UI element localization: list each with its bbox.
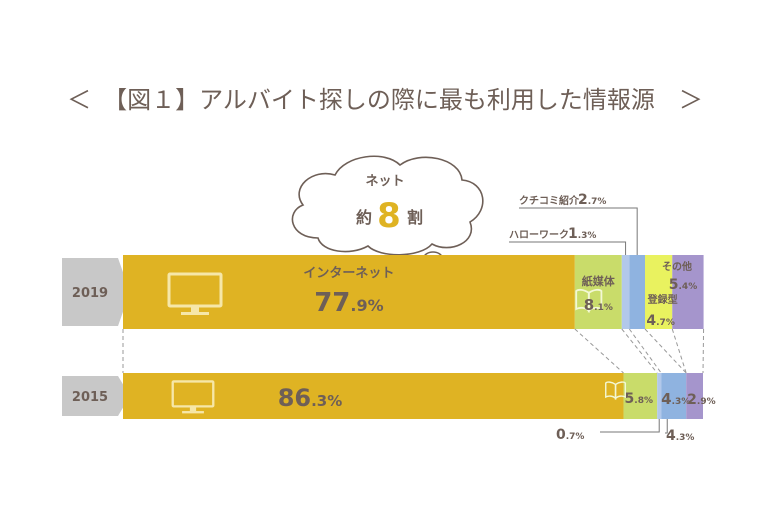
book-icon-2015-right [614, 381, 627, 401]
data-label-2019-other: 5.4% [669, 277, 697, 293]
callout-number: 8 [377, 196, 401, 236]
data-label-2015-kuchikomi: 4.3% [661, 390, 690, 408]
data-label-2019-registration: 4.7% [646, 313, 674, 329]
bar-segment-2019-2 [621, 255, 630, 329]
year-label-2019: 2019 [72, 286, 108, 301]
year-tag-2015 [62, 376, 130, 416]
data-label-2019-kuchikomi: 2.7% [578, 192, 606, 208]
connector-line-2 [628, 328, 662, 374]
monitor-icon-2015 [171, 380, 215, 414]
year-tag-2019 [62, 258, 130, 326]
bar-segment-2015-1 [623, 373, 658, 419]
monitor-icon [167, 272, 223, 315]
book-icon-2015-left [605, 381, 617, 401]
book-icon-left [575, 288, 590, 313]
cloud-icon [291, 155, 484, 277]
series-name-registration: 登録型 [647, 293, 678, 306]
data-label-2015-other: 2.9% [687, 392, 715, 408]
data-label-2015-print: 5.8% [625, 391, 653, 407]
monitor-icon-2015-base [182, 411, 204, 414]
bar-segment-2019-0 [123, 255, 575, 329]
year-label-2015: 2015 [72, 390, 108, 405]
series-name-print: 紙媒体 [582, 274, 616, 288]
chart-title: ＜ 【図１】アルバイト探しの際に最も利用した情報源 ＞ [67, 86, 703, 114]
callout-suffix: 割 [407, 208, 423, 227]
bar-segment-2015-2 [657, 373, 662, 419]
data-label-2015-hellowork: 0.7% [556, 427, 584, 443]
monitor-icon-2015-neck [189, 406, 197, 412]
book-icon-right [587, 288, 603, 313]
plot-area: 2019 2015 インターネット 77.9% 紙媒体 8.1% ハローワーク 1.3% クチコ… [62, 192, 716, 444]
leader-kuchikomi [519, 207, 638, 255]
book-icon [575, 288, 603, 313]
data-label-2015-kuchikomi-lower: 4.3% [666, 428, 694, 444]
connector-line-5 [702, 328, 705, 374]
bar-segment-2015-3 [661, 373, 687, 419]
connector-line-0 [574, 328, 624, 374]
connector-line-4 [671, 328, 687, 374]
callout-prefix: 約 [356, 208, 372, 227]
bar-segment-2019-5 [672, 255, 704, 329]
book-icon-2015 [605, 381, 627, 401]
connector-line-1 [621, 328, 658, 374]
monitor-icon-base [181, 312, 209, 315]
leader-hellowork [509, 241, 627, 255]
series-name-hellowork: ハローワーク [509, 229, 569, 241]
callout-line1: ネット [365, 174, 404, 189]
series-name-internet: インターネット [303, 266, 394, 281]
data-label-2019-print: 8.1% [584, 296, 613, 314]
leader-2015-hellowork [600, 419, 660, 433]
bar-segment-2019-4 [645, 255, 673, 329]
monitor-icon-neck [191, 306, 199, 312]
data-label-2015-internet: 86.3% [278, 384, 343, 412]
bar-segment-2019-3 [629, 255, 645, 329]
bar-segment-2019-1 [574, 255, 622, 329]
callout-bubble: ネット 約 8 割 [291, 155, 484, 277]
bar-segment-2015-5 [686, 373, 703, 419]
series-name-kuchikomi: クチコミ紹介 [519, 194, 580, 207]
data-label-2019-internet: 77.9% [314, 288, 383, 318]
data-label-2019-hellowork: 1.3% [568, 226, 596, 242]
series-name-other: その他 [662, 260, 692, 273]
leader-2015-kuchikomi [665, 419, 668, 434]
connector-line-3 [644, 328, 687, 374]
